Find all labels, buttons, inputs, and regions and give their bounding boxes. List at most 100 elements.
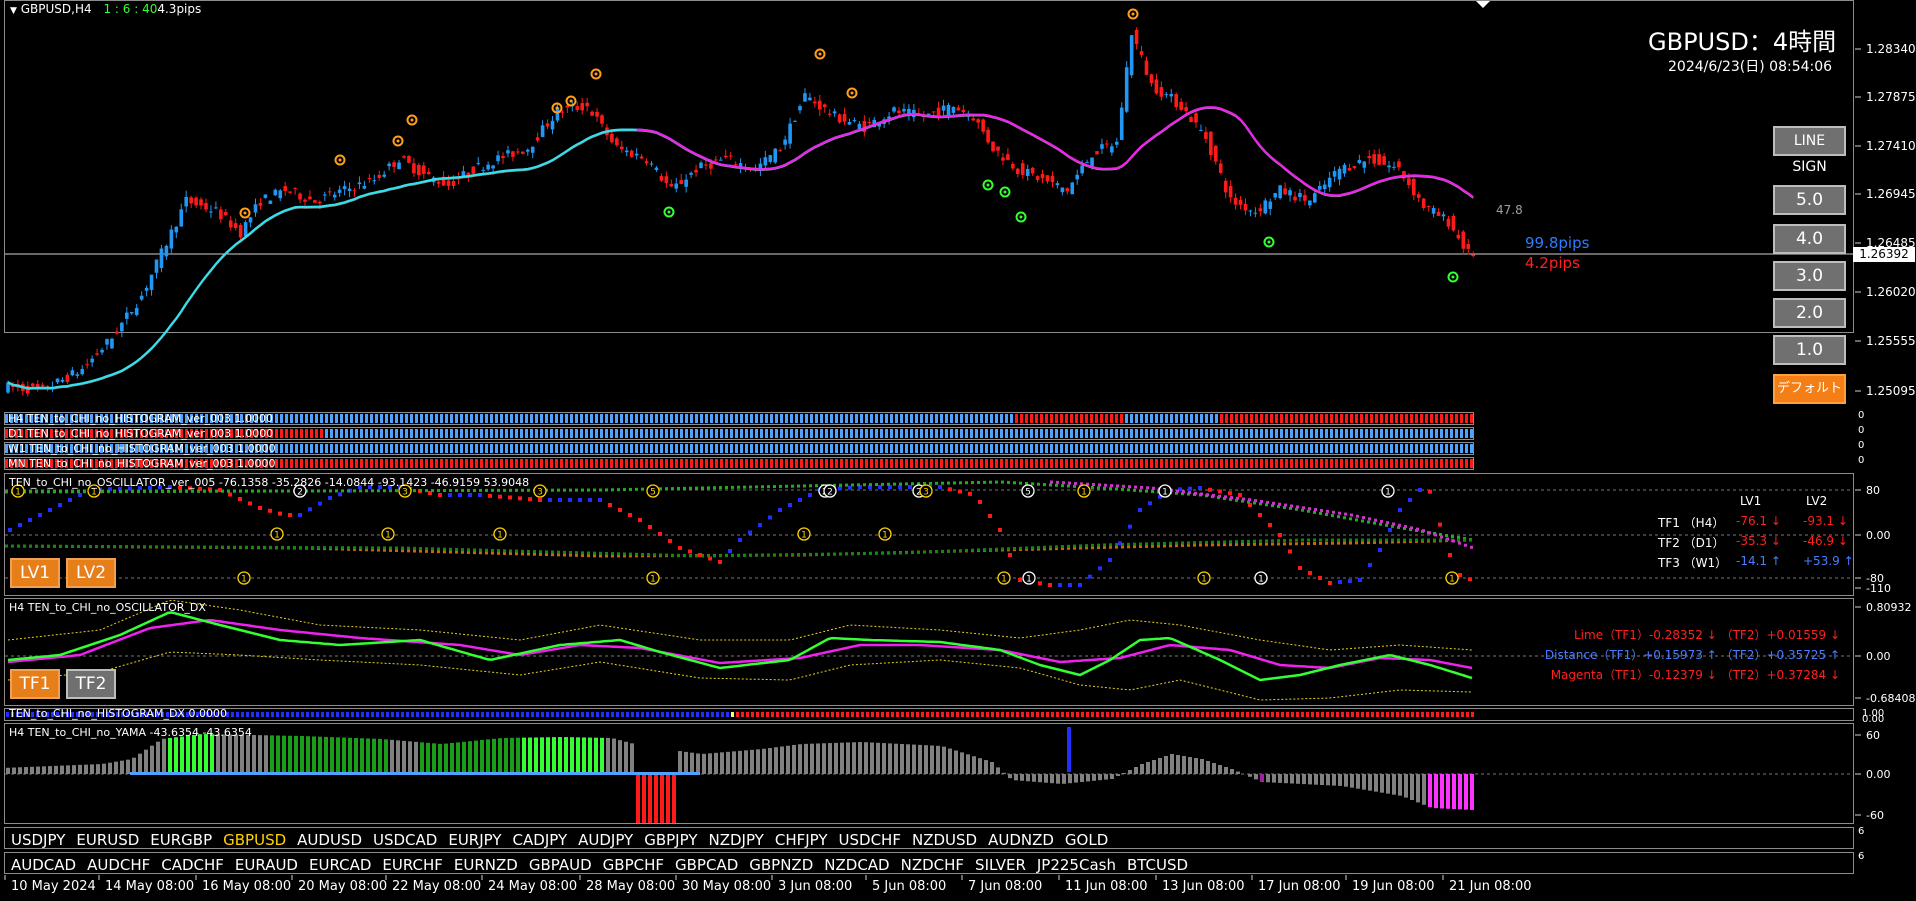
yama-bar <box>582 737 586 774</box>
histogram-bar <box>540 459 543 468</box>
line-sign-button[interactable]: LINE SIGN <box>1773 126 1846 175</box>
symbol-usdchf[interactable]: USDCHF <box>838 831 901 849</box>
histogram-bar <box>785 414 788 423</box>
hdx-bar <box>351 712 354 717</box>
lv1-button[interactable]: LV1 <box>10 558 60 588</box>
osc-line-dot <box>1187 492 1190 496</box>
symbol-euraud[interactable]: EURAUD <box>234 856 298 874</box>
symbol-usdcad[interactable]: USDCAD <box>373 831 438 849</box>
lv2-button[interactable]: LV2 <box>66 558 116 588</box>
symbol-eurjpy[interactable]: EURJPY <box>448 831 502 849</box>
level-5-button[interactable]: 5.0 <box>1773 185 1846 215</box>
yama-bar <box>762 748 766 774</box>
symbol-cadjpy[interactable]: CADJPY <box>512 831 568 849</box>
symbol-nzdjpy[interactable]: NZDJPY <box>708 831 764 849</box>
histogram-bar <box>130 429 133 438</box>
hdx-bar <box>741 712 744 717</box>
symbol-eurcad[interactable]: EURCAD <box>308 856 372 874</box>
osc-line-dot <box>1230 496 1233 500</box>
histogram-bar <box>1280 414 1283 423</box>
osc-line-dot <box>71 490 74 494</box>
osc-line-dot <box>437 550 440 554</box>
symbol-eurchf[interactable]: EURCHF <box>382 856 443 874</box>
histogram-bar <box>385 459 388 468</box>
histogram-bar <box>1365 414 1368 423</box>
histogram-bar <box>110 414 113 423</box>
yama-bar <box>1380 774 1384 793</box>
histogram-bar <box>830 444 833 453</box>
osc-line-dot <box>905 551 908 555</box>
osc-line-dot <box>1140 485 1143 489</box>
symbol-silver[interactable]: SILVER <box>975 856 1026 874</box>
yama-bar <box>1308 774 1312 785</box>
symbol-eurgbp[interactable]: EURGBP <box>150 831 213 849</box>
osc-line-dot <box>1181 541 1184 545</box>
symbol-chfjpy[interactable]: CHFJPY <box>774 831 828 849</box>
symbol-audusd[interactable]: AUDUSD <box>297 831 362 849</box>
symbol-audcad[interactable]: AUDCAD <box>11 856 77 874</box>
tf1-button[interactable]: TF1 <box>10 669 60 699</box>
candle-body <box>342 186 347 190</box>
histogram-bar <box>425 429 428 438</box>
histogram-bar <box>310 459 313 468</box>
symbol-nzdcad[interactable]: NZDCAD <box>824 856 890 874</box>
symbol-eurusd[interactable]: EURUSD <box>76 831 140 849</box>
hdx-bar <box>291 712 294 717</box>
osc-line-dot <box>437 489 440 493</box>
default-button[interactable]: デフォルト <box>1773 374 1846 404</box>
symbol-nzdchf[interactable]: NZDCHF <box>900 856 965 874</box>
symbol-gbpjpy[interactable]: GBPJPY <box>644 831 698 849</box>
osc-line-dot <box>119 545 122 549</box>
symbol-btcusd[interactable]: BTCUSD <box>1126 856 1189 874</box>
level-1-button[interactable]: 1.0 <box>1773 335 1846 365</box>
candle-body <box>926 113 931 115</box>
symbol-audchf[interactable]: AUDCHF <box>87 856 151 874</box>
candle-body <box>110 338 114 349</box>
symbol-gbpcad[interactable]: GBPCAD <box>675 856 739 874</box>
histogram-bar <box>240 459 243 468</box>
symbol-gbpaud[interactable]: GBPAUD <box>528 856 592 874</box>
hdx-bar <box>321 712 324 717</box>
candle-body <box>1119 107 1124 140</box>
level-3-button[interactable]: 3.0 <box>1773 261 1846 291</box>
candle-body <box>590 111 594 116</box>
histogram-bar <box>390 414 393 423</box>
histogram-bar <box>1400 429 1403 438</box>
histogram-bar <box>480 414 483 423</box>
symbol-usdjpy[interactable]: USDJPY <box>11 831 66 849</box>
histogram-bar <box>55 414 58 423</box>
hdx-bar <box>801 712 804 717</box>
osc-line-dot <box>599 554 602 558</box>
symbol-gbpusd[interactable]: GBPUSD <box>223 831 287 849</box>
symbol-audnzd[interactable]: AUDNZD <box>988 831 1054 849</box>
histogram-bar <box>750 444 753 453</box>
main-chart-panel[interactable] <box>4 0 1854 333</box>
histogram-bar <box>695 459 698 468</box>
candle-body <box>1308 200 1312 206</box>
histogram-bar <box>50 429 53 438</box>
symbol-gbpnzd[interactable]: GBPNZD <box>749 856 814 874</box>
collapse-icon[interactable]: ▼ <box>10 6 17 16</box>
histogram-bar <box>225 444 228 453</box>
tf2-button[interactable]: TF2 <box>66 669 116 699</box>
histogram-bar <box>865 429 868 438</box>
symbol-eurnzd[interactable]: EURNZD <box>453 856 518 874</box>
histogram-bar <box>85 444 88 453</box>
histogram-bar <box>1255 459 1258 468</box>
histogram-bar <box>650 459 653 468</box>
symbol-cadchf[interactable]: CADCHF <box>161 856 224 874</box>
histogram-bar <box>45 444 48 453</box>
histogram-bar <box>410 459 413 468</box>
symbol-jp225cash[interactable]: JP225Cash <box>1036 856 1116 874</box>
level-2-button[interactable]: 2.0 <box>1773 298 1846 328</box>
level-4-button[interactable]: 4.0 <box>1773 224 1846 254</box>
hdx-bar <box>1436 712 1439 717</box>
yama-bar <box>498 738 502 774</box>
symbol-nzdusd[interactable]: NZDUSD <box>911 831 978 849</box>
osc-line-dot <box>1139 542 1142 546</box>
osc-line-dot <box>923 482 926 486</box>
symbol-gold[interactable]: GOLD <box>1064 831 1109 849</box>
symbol-audjpy[interactable]: AUDJPY <box>578 831 634 849</box>
histogram-bar <box>1310 414 1313 423</box>
symbol-gbpchf[interactable]: GBPCHF <box>602 856 664 874</box>
